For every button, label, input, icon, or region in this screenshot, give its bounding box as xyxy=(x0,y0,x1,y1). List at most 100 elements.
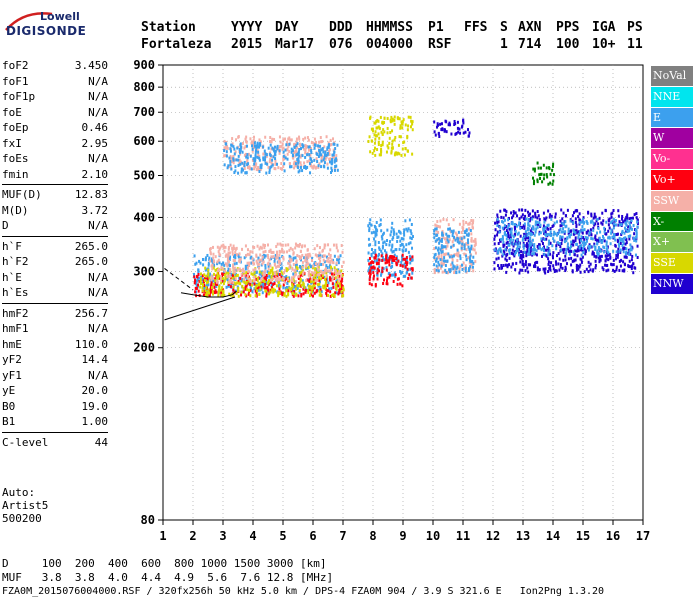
data-point-voplus xyxy=(215,290,218,294)
data-point-ssw xyxy=(287,144,290,148)
data-point-e xyxy=(630,219,633,223)
data-point-nnw xyxy=(580,258,583,262)
data-point-e xyxy=(285,285,288,289)
data-point-ssw xyxy=(248,264,251,268)
data-point-voplus xyxy=(263,286,266,290)
data-point-ssw xyxy=(238,158,241,162)
data-point-ssw xyxy=(251,158,254,162)
data-point-voplus xyxy=(227,282,230,286)
data-point-nnw xyxy=(625,255,628,259)
data-point-e xyxy=(547,242,550,246)
data-point-e xyxy=(262,258,265,262)
data-point-voplus xyxy=(374,253,377,257)
data-point-e xyxy=(197,268,200,272)
data-point-e xyxy=(318,151,321,155)
data-point-e xyxy=(591,237,594,241)
data-point-nnw xyxy=(594,259,597,263)
data-point-sse xyxy=(369,116,372,120)
data-point-e xyxy=(327,281,330,285)
data-point-ssw xyxy=(445,246,448,250)
data-point-nnw xyxy=(528,219,531,223)
data-point-ssw xyxy=(440,256,443,260)
data-point-nnw xyxy=(612,208,615,212)
data-point-ssw xyxy=(433,257,436,261)
footer-file-row: FZA0M_2015076004000.RSF / 320fx256h 50 k… xyxy=(2,586,605,597)
data-point-nnw xyxy=(537,246,540,250)
data-point-nnw xyxy=(543,217,546,221)
data-point-ssw xyxy=(249,279,252,283)
data-point-nnw xyxy=(633,266,636,270)
data-point-e xyxy=(370,231,373,235)
data-point-e xyxy=(391,221,394,225)
data-point-nnw xyxy=(581,249,584,253)
data-point-e xyxy=(624,236,627,240)
data-point-e xyxy=(204,268,207,272)
data-point-sse xyxy=(207,280,210,284)
data-point-e xyxy=(433,263,436,267)
data-point-ssw xyxy=(294,246,297,250)
data-point-e xyxy=(199,261,202,265)
data-point-nnw xyxy=(513,254,516,258)
data-point-e xyxy=(282,285,285,289)
data-point-ssw xyxy=(296,244,299,248)
data-point-e xyxy=(526,228,529,232)
data-point-ssw xyxy=(291,266,294,270)
data-point-ssw xyxy=(301,253,304,257)
data-point-voplus xyxy=(255,287,258,291)
data-point-e xyxy=(225,150,228,154)
data-point-e xyxy=(331,153,334,157)
data-point-ssw xyxy=(312,141,315,145)
data-point-nnw xyxy=(519,256,522,260)
data-point-e xyxy=(517,231,520,235)
data-point-e xyxy=(580,235,583,239)
data-point-nnw xyxy=(502,216,505,220)
data-point-e xyxy=(614,219,617,223)
data-point-e xyxy=(226,166,229,170)
data-point-nnw xyxy=(542,224,545,228)
data-point-e xyxy=(582,247,585,251)
data-point-ssw xyxy=(442,231,445,235)
data-point-e xyxy=(381,233,384,237)
data-point-nnw xyxy=(529,216,532,220)
data-point-e xyxy=(623,226,626,230)
data-point-ssw xyxy=(332,243,335,247)
data-point-e xyxy=(626,230,629,234)
data-point-sse xyxy=(266,281,269,285)
data-point-nnw xyxy=(518,271,521,275)
data-point-e xyxy=(450,229,453,233)
data-point-voplus xyxy=(382,278,385,282)
data-point-ssw xyxy=(332,276,335,280)
data-point-sse xyxy=(237,286,240,290)
data-point-nnw xyxy=(535,253,538,257)
data-point-ssw xyxy=(445,252,448,256)
data-point-e xyxy=(555,220,558,224)
data-point-ssw xyxy=(286,152,289,156)
data-point-ssw xyxy=(216,260,219,264)
data-point-e xyxy=(258,277,261,281)
data-point-nnw xyxy=(493,242,496,246)
data-point-e xyxy=(527,217,530,221)
data-point-e xyxy=(319,253,322,257)
data-point-e xyxy=(522,246,525,250)
data-point-sse xyxy=(214,279,217,283)
data-point-ssw xyxy=(255,259,258,263)
data-point-e xyxy=(295,153,298,157)
data-point-e xyxy=(280,262,283,266)
data-point-e xyxy=(583,243,586,247)
data-point-voplus xyxy=(264,286,267,290)
data-point-nnw xyxy=(525,254,528,258)
parameter-row: D N/A xyxy=(2,218,108,234)
data-point-e xyxy=(316,153,319,157)
data-point-ssw xyxy=(338,279,341,283)
data-point-e xyxy=(234,254,237,258)
data-point-e xyxy=(404,249,407,253)
data-point-ssw xyxy=(288,257,291,261)
data-point-voplus xyxy=(198,279,201,283)
data-point-e xyxy=(372,251,375,255)
data-point-e xyxy=(548,233,551,237)
data-point-e xyxy=(463,235,466,239)
data-point-ssw xyxy=(327,141,330,145)
data-point-voplus xyxy=(247,275,250,279)
header-value-hhmmss: 004000 xyxy=(366,37,413,52)
data-point-e xyxy=(592,221,595,225)
